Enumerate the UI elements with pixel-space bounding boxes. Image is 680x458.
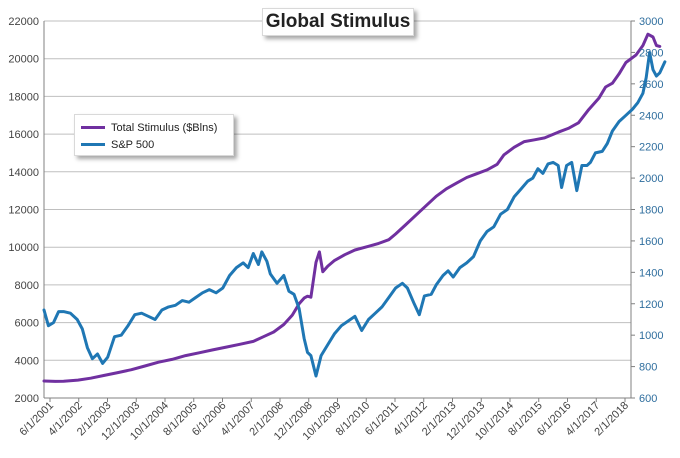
right-tick-label: 1200 — [639, 299, 663, 311]
series-line-sp500 — [42, 50, 667, 378]
right-tick-label: 1000 — [639, 330, 663, 342]
series-layer — [42, 32, 667, 383]
legend-item-stimulus: Total Stimulus ($Blns) — [81, 119, 227, 136]
series-line-stimulus — [42, 32, 662, 383]
legend-swatch-sp500 — [81, 143, 105, 146]
left-tick-label: 2000 — [15, 393, 39, 405]
right-tick-label: 600 — [639, 393, 657, 405]
legend-swatch-stimulus — [81, 126, 105, 129]
axis-layer — [43, 20, 635, 402]
left-tick-label: 20000 — [8, 54, 39, 66]
legend-label-sp500: S&P 500 — [111, 138, 155, 151]
left-tick-label: 10000 — [8, 242, 39, 254]
chart-title: Global Stimulus — [262, 8, 414, 36]
left-tick-label: 8000 — [15, 280, 39, 292]
right-tick-label: 1800 — [639, 205, 663, 217]
right-tick-label: 2400 — [639, 110, 663, 122]
left-tick-label: 22000 — [8, 16, 39, 28]
right-tick-label: 3000 — [639, 16, 663, 28]
right-tick-label: 2200 — [639, 142, 663, 154]
right-tick-label: 800 — [639, 362, 657, 374]
left-tick-label: 14000 — [8, 167, 39, 179]
right-tick-label: 2000 — [639, 173, 663, 185]
right-axis-ticks: 600 800 1000 1200 1400 1600 1800 2000 2200 2400 26… — [639, 16, 663, 405]
grid-layer — [44, 20, 631, 399]
right-tick-label: 2600 — [639, 79, 663, 91]
left-tick-label: 4000 — [15, 355, 39, 367]
legend-label-stimulus: Total Stimulus ($Blns) — [111, 121, 218, 134]
right-tick-label: 1600 — [639, 236, 663, 248]
right-tick-label: 2800 — [639, 47, 663, 59]
legend: Total Stimulus ($Blns) S&P 500 — [74, 114, 234, 156]
left-tick-label: 12000 — [8, 205, 39, 217]
left-axis-ticks: 2000 4000 6000 8000 10000 12000 14000 16000 1800… — [8, 16, 39, 405]
legend-item-sp500: S&P 500 — [81, 136, 227, 153]
left-tick-label: 6000 — [15, 318, 39, 330]
left-tick-label: 16000 — [8, 129, 39, 141]
right-tick-label: 1400 — [639, 267, 663, 279]
left-tick-label: 18000 — [8, 91, 39, 103]
chart-title-text: Global Stimulus — [265, 11, 411, 32]
x-axis-ticks: 6/1/20014/1/20022/1/200312/1/200310/1/20… — [17, 400, 631, 443]
